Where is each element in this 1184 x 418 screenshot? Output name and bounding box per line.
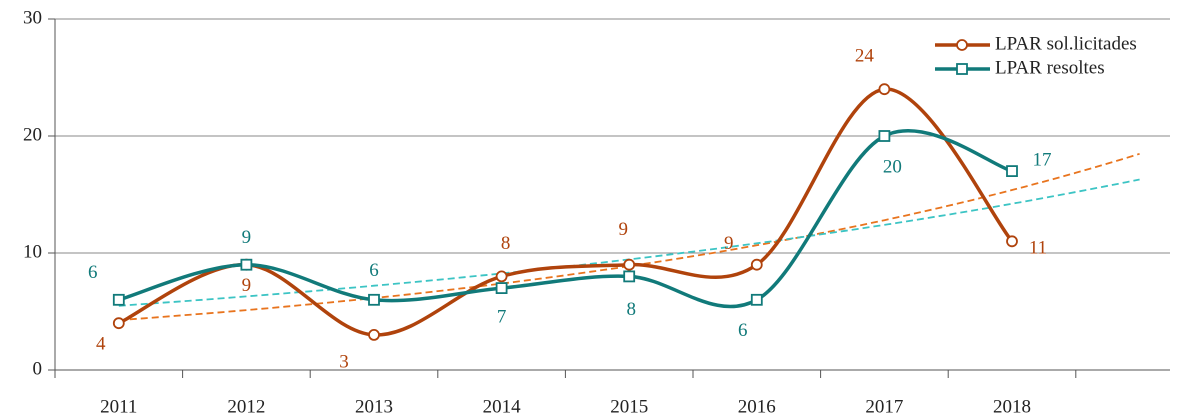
data-label: 4 [96, 334, 106, 355]
data-label: 9 [242, 275, 252, 296]
point [750, 258, 763, 271]
series-line [118, 129, 1013, 309]
point [368, 328, 380, 341]
y-tick-label: 30 [23, 7, 42, 28]
y-tick-label: 0 [33, 358, 43, 379]
point [1006, 165, 1018, 178]
trendline [118, 152, 1140, 321]
data-label: 9 [724, 233, 734, 254]
legend-label: LPAR resoltes [995, 57, 1105, 78]
legend-marker [956, 63, 968, 75]
point [495, 282, 508, 295]
x-tick-label: 2011 [100, 396, 137, 417]
point [878, 130, 891, 142]
data-label: 17 [1033, 149, 1052, 170]
data-label: 20 [883, 156, 902, 177]
x-tick-label: 2015 [610, 396, 648, 417]
data-label: 8 [626, 299, 636, 320]
point [240, 258, 253, 271]
data-label: 11 [1029, 238, 1047, 259]
point [623, 270, 636, 283]
series-line [118, 87, 1014, 337]
x-tick-label: 2013 [355, 396, 393, 417]
point [878, 83, 891, 96]
data-label: 7 [497, 306, 507, 327]
data-label: 6 [369, 260, 379, 281]
y-tick-label: 10 [23, 241, 42, 262]
x-tick-label: 2016 [738, 396, 776, 417]
data-label: 24 [855, 46, 875, 67]
data-label: 6 [88, 262, 98, 283]
data-label: 9 [618, 219, 628, 240]
point [112, 293, 125, 306]
data-label: 3 [339, 351, 349, 372]
y-tick-label: 20 [23, 124, 42, 145]
trendline [118, 178, 1140, 307]
data-label: 6 [738, 320, 748, 341]
data-label: 9 [242, 227, 252, 248]
x-tick-label: 2017 [865, 396, 903, 417]
x-tick-label: 2012 [227, 396, 265, 417]
point [623, 258, 636, 271]
x-tick-label: 2014 [483, 396, 522, 417]
legend-marker [956, 39, 968, 51]
point [112, 317, 125, 330]
point [495, 270, 508, 283]
point [1006, 235, 1018, 248]
legend-label: LPAR sol.licitades [995, 33, 1137, 54]
x-tick-label: 2018 [993, 396, 1031, 417]
point [368, 293, 380, 306]
data-label: 8 [501, 233, 511, 254]
point [750, 293, 763, 306]
